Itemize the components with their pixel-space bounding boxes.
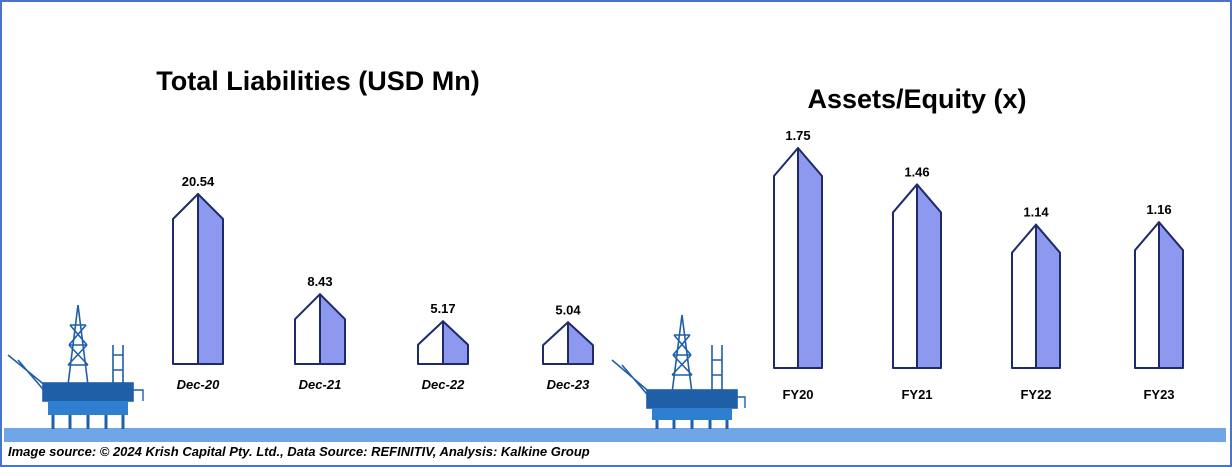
bar [542, 321, 594, 365]
bar-left-face [1134, 221, 1160, 369]
bar [417, 320, 469, 365]
bar [892, 183, 942, 369]
data-label: 1.75 [785, 128, 810, 143]
bar-left-face [1011, 223, 1037, 369]
data-label: 1.16 [1146, 202, 1171, 217]
category-label: FY21 [901, 387, 932, 402]
data-label: 5.04 [555, 302, 581, 317]
bar-right-face [1035, 223, 1061, 369]
bar-left-face [542, 321, 569, 365]
bar-right-face [442, 320, 469, 365]
bar-right-face [319, 293, 346, 365]
bar-left-face [294, 293, 321, 365]
oil-rig-icon [611, 314, 746, 429]
chart-title-liabilities: Total Liabilities (USD Mn) [156, 66, 480, 96]
bar-left-face [417, 320, 444, 365]
category-label: Dec-20 [177, 377, 220, 392]
bar [294, 293, 346, 365]
category-label: Dec-23 [547, 377, 590, 392]
category-label: FY22 [1020, 387, 1051, 402]
bar [1011, 223, 1061, 369]
ground-strip [4, 428, 1226, 442]
bar-left-face [892, 183, 918, 369]
data-label: 1.46 [904, 164, 929, 179]
bar-right-face [1158, 221, 1184, 369]
bar-right-face [567, 321, 594, 365]
category-label: FY20 [782, 387, 813, 402]
bar [773, 147, 823, 369]
bar-right-face [916, 183, 942, 369]
bar [172, 193, 224, 365]
bar-right-face [797, 147, 823, 369]
data-label: 20.54 [182, 174, 215, 189]
category-label: Dec-22 [422, 377, 465, 392]
bar-right-face [197, 193, 224, 365]
chart-title-assets-equity: Assets/Equity (x) [807, 84, 1026, 114]
oil-rig-icon [7, 304, 144, 429]
category-label: FY23 [1143, 387, 1174, 402]
source-note: Image source: © 2024 Krish Capital Pty. … [8, 444, 590, 459]
data-label: 8.43 [307, 274, 332, 289]
data-label: 5.17 [430, 301, 455, 316]
category-label: Dec-21 [299, 377, 342, 392]
data-label: 1.14 [1023, 205, 1049, 220]
bar-left-face [773, 147, 799, 369]
bar-left-face [172, 193, 199, 365]
bar [1134, 221, 1184, 369]
